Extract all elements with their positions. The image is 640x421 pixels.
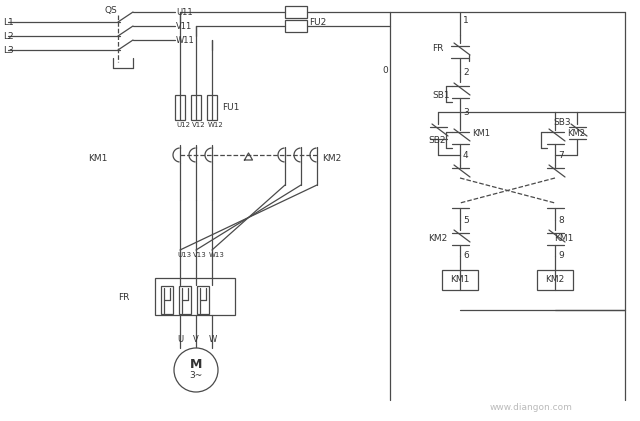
Bar — [207, 95, 217, 120]
Text: 1: 1 — [463, 16, 468, 24]
Text: U: U — [177, 335, 183, 344]
Text: KM1: KM1 — [451, 275, 470, 285]
Text: 9: 9 — [558, 251, 564, 261]
Text: 7: 7 — [558, 150, 564, 160]
Text: KM2: KM2 — [545, 275, 564, 285]
Text: SB2: SB2 — [428, 136, 445, 144]
Text: KM1: KM1 — [472, 128, 490, 138]
Text: L2: L2 — [3, 32, 13, 40]
Text: W13: W13 — [209, 252, 225, 258]
Text: W12: W12 — [208, 122, 224, 128]
Bar — [197, 286, 209, 314]
Text: V: V — [193, 335, 199, 344]
Text: FR: FR — [432, 43, 444, 53]
Text: 5: 5 — [463, 216, 468, 224]
Text: V12: V12 — [192, 122, 205, 128]
Text: W11: W11 — [176, 35, 195, 45]
Text: KM2: KM2 — [428, 234, 447, 242]
Text: SB3: SB3 — [553, 117, 571, 126]
Text: KM1: KM1 — [554, 234, 573, 242]
Bar — [442, 270, 478, 290]
Text: FU2: FU2 — [309, 18, 326, 27]
Text: U11: U11 — [176, 8, 193, 16]
Text: 8: 8 — [558, 216, 564, 224]
Bar — [285, 20, 307, 32]
Text: M: M — [190, 359, 202, 371]
Text: L3: L3 — [3, 45, 13, 54]
Text: 3: 3 — [463, 107, 468, 117]
Text: W: W — [209, 335, 217, 344]
Text: FR: FR — [118, 293, 129, 301]
Text: KM2: KM2 — [322, 154, 341, 163]
Text: L1: L1 — [3, 18, 13, 27]
Text: QS: QS — [104, 5, 116, 14]
Text: FU1: FU1 — [222, 102, 239, 112]
Text: SB1: SB1 — [432, 91, 450, 99]
Text: 6: 6 — [463, 251, 468, 261]
Bar — [155, 278, 235, 315]
Bar — [161, 286, 173, 314]
Text: KM2: KM2 — [567, 128, 585, 138]
Bar — [179, 286, 191, 314]
Text: www.diangon.com: www.diangon.com — [490, 403, 573, 413]
Text: 0: 0 — [382, 66, 388, 75]
Text: V13: V13 — [193, 252, 207, 258]
Text: U13: U13 — [177, 252, 191, 258]
Bar — [537, 270, 573, 290]
Bar — [191, 95, 201, 120]
Text: 4: 4 — [463, 150, 468, 160]
Text: 2: 2 — [463, 67, 468, 77]
Text: 3~: 3~ — [189, 371, 203, 381]
Text: V11: V11 — [176, 21, 192, 30]
Text: KM1: KM1 — [88, 154, 108, 163]
Bar — [175, 95, 185, 120]
Text: U12: U12 — [176, 122, 190, 128]
Circle shape — [174, 348, 218, 392]
Bar — [285, 6, 307, 18]
